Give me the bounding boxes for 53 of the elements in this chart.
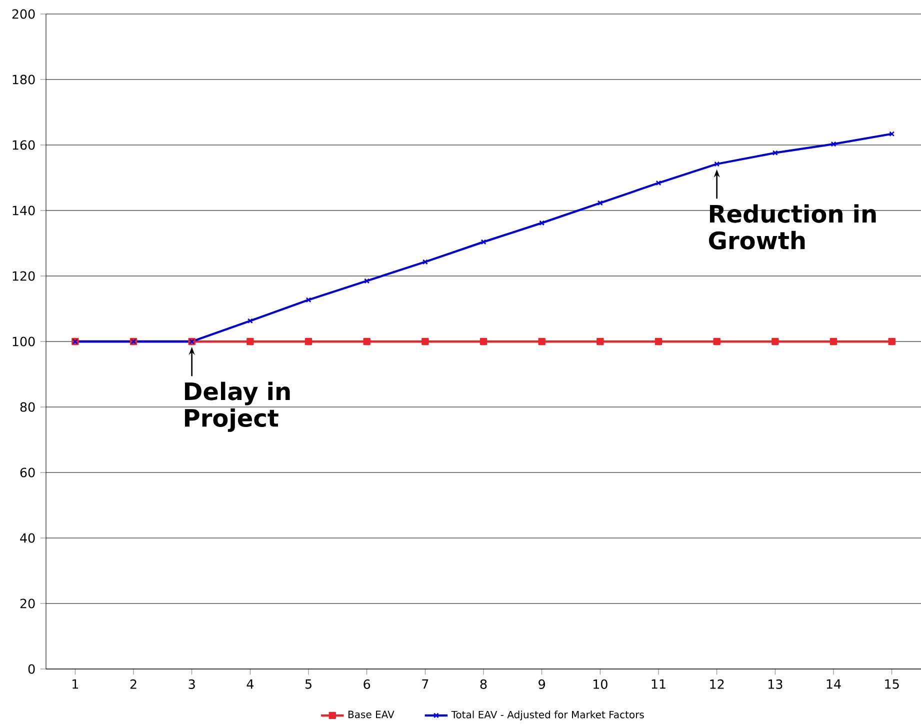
- x-tick-label: 14: [826, 679, 841, 689]
- point: [714, 161, 720, 167]
- x-tick-label: 6: [364, 679, 370, 689]
- y-tick-label: 140: [12, 206, 35, 216]
- x-tick-label: 9: [538, 679, 545, 689]
- y-tick-label: 80: [20, 402, 35, 412]
- x-tick-label: 2: [130, 679, 136, 689]
- point: [713, 338, 720, 346]
- point: [654, 338, 662, 346]
- point: [480, 338, 488, 346]
- x-tick-label: 8: [480, 679, 487, 689]
- point: [538, 338, 546, 346]
- x-tick-label: 3: [188, 679, 195, 689]
- x-tick-label: 12: [710, 679, 724, 689]
- point: [772, 150, 778, 156]
- point: [363, 338, 370, 346]
- x-tick-label: 5: [305, 679, 312, 689]
- point: [422, 259, 428, 265]
- y-tick-label: 0: [28, 664, 35, 674]
- x-tick-label: 11: [652, 679, 666, 689]
- point: [422, 338, 429, 346]
- legend-label: Base EAV: [348, 710, 394, 718]
- point: [772, 338, 779, 346]
- x-tick-label: 7: [422, 679, 428, 689]
- x-tick-label: 15: [885, 679, 899, 689]
- point: [306, 297, 312, 303]
- x-tick-label: 10: [594, 679, 608, 689]
- y-tick-label: 40: [20, 533, 35, 543]
- y-tick-label: 60: [20, 468, 35, 478]
- point: [888, 338, 896, 346]
- point: [830, 338, 838, 346]
- point: [364, 278, 370, 284]
- point: [596, 338, 604, 346]
- y-tick-label: 160: [12, 140, 35, 150]
- y-tick-label: 200: [12, 9, 35, 19]
- y-tick-label: 180: [12, 74, 35, 84]
- x-tick-label: 1: [72, 679, 78, 689]
- point: [656, 180, 662, 186]
- x-tick-label: 13: [768, 679, 782, 689]
- point: [539, 220, 545, 226]
- y-tick-label: 20: [20, 598, 35, 608]
- annotation: Delay in Project: [184, 382, 290, 432]
- point: [830, 141, 836, 147]
- annotation: Reduction in Growth: [708, 204, 876, 250]
- point: [304, 338, 312, 346]
- y-tick-label: 120: [12, 271, 35, 281]
- point: [246, 338, 254, 346]
- y-tick-label: 100: [12, 336, 35, 346]
- point: [247, 318, 253, 324]
- legend-label: Total EAV - Adjusted for Market Factors: [451, 710, 644, 720]
- x-tick-label: 4: [246, 679, 254, 689]
- point: [480, 239, 486, 245]
- point: [597, 200, 603, 206]
